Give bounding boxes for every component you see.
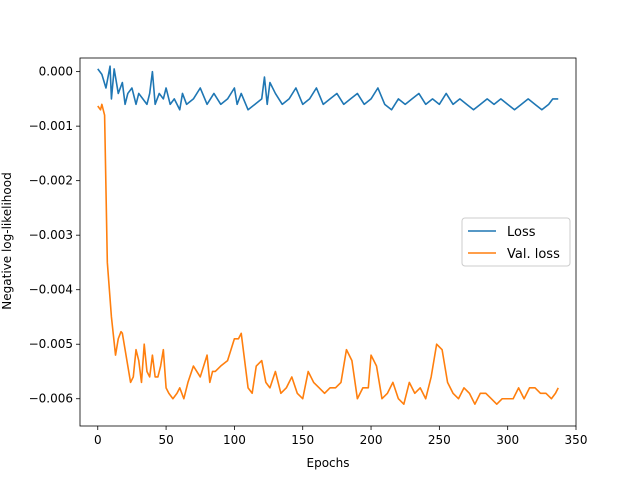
- y-tick-label: −0.003: [29, 228, 73, 242]
- x-tick-label: 350: [565, 433, 588, 447]
- series-line-val-loss: [97, 103, 559, 405]
- x-tick-label: 250: [428, 433, 451, 447]
- x-tick-label: 300: [496, 433, 519, 447]
- axes-frame: [79, 57, 577, 427]
- y-tick-label: 0.000: [39, 65, 73, 79]
- x-tick-label: 200: [360, 433, 383, 447]
- legend-label: Val. loss: [507, 247, 560, 262]
- legend-label: Loss: [507, 225, 536, 240]
- x-axis-label: Epochs: [307, 456, 350, 470]
- x-tick-label: 150: [291, 433, 314, 447]
- y-axis-label: Negative log-likelihood: [0, 172, 14, 309]
- y-tick-label: −0.005: [29, 337, 73, 351]
- legend: Loss Val. loss: [461, 217, 571, 267]
- plot-area: [97, 65, 559, 405]
- axes: 0 50 100 150 200 250 300 350 0.000 −0.001 −0.002 −0…: [29, 57, 588, 447]
- x-tick-label: 50: [158, 433, 173, 447]
- legend-box: [461, 217, 571, 267]
- x-tick-label: 0: [94, 433, 102, 447]
- y-tick-label: −0.002: [29, 174, 73, 188]
- series-line-loss: [97, 65, 559, 111]
- y-tick-label: −0.004: [29, 283, 73, 297]
- y-tick-label: −0.001: [29, 119, 73, 133]
- x-tick-label: 100: [223, 433, 246, 447]
- y-tick-label: −0.006: [29, 392, 73, 406]
